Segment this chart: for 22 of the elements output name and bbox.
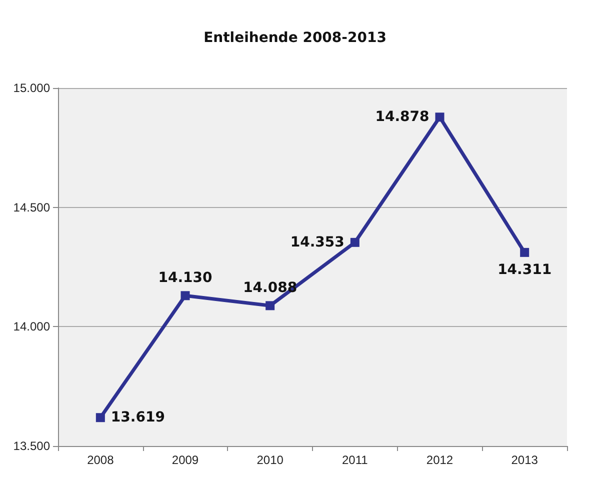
y-tick-label: 13.500 <box>13 439 50 453</box>
data-label: 14.130 <box>158 270 213 286</box>
y-tick-label: 14.000 <box>13 320 50 334</box>
data-label: 14.878 <box>375 109 430 126</box>
x-tick-label: 2011 <box>342 453 368 467</box>
data-label: 14.353 <box>290 234 344 250</box>
point <box>266 301 275 310</box>
point <box>520 248 530 257</box>
point <box>180 291 190 300</box>
point <box>96 413 105 422</box>
y-tick-label: 14.500 <box>13 200 50 214</box>
x-tick-label: 2012 <box>426 453 454 467</box>
y-tick-label: 15.000 <box>13 81 50 95</box>
x-tick-label: 2008 <box>87 453 114 467</box>
data-label: 13.619 <box>110 410 165 426</box>
x-tick-label: 2010 <box>256 453 284 467</box>
chart-title: Entleihende 2008-2013 <box>204 30 386 46</box>
data-label: 14.311 <box>498 262 552 278</box>
x-tick-label: 2009 <box>172 453 199 467</box>
x-tick-label: 2013 <box>511 453 538 467</box>
point <box>350 238 360 247</box>
point <box>435 112 444 122</box>
